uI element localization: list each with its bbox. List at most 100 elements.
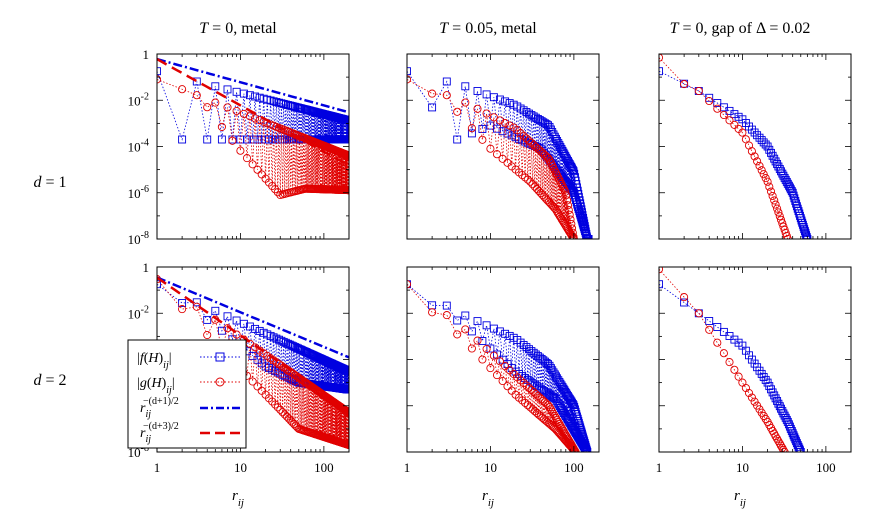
data-point-circle — [694, 86, 703, 96]
data-point-circle — [495, 116, 504, 125]
data-point-circle — [757, 166, 766, 175]
data-point-circle — [407, 75, 412, 84]
data-point-square — [489, 93, 498, 102]
data-point-square — [442, 301, 451, 310]
x-tick-label: 100 — [314, 460, 334, 475]
data-point-circle — [473, 336, 482, 345]
data-point-square — [516, 338, 525, 347]
data-point-square — [473, 87, 482, 95]
data-point-circle — [563, 201, 573, 210]
data-point-circle — [719, 349, 728, 358]
x-ticks — [406, 267, 600, 452]
data-point-circle — [453, 330, 462, 339]
x-ticks — [156, 267, 350, 452]
data-point-circle — [560, 185, 569, 195]
series-2-connector — [659, 268, 785, 452]
data-point-circle — [564, 206, 573, 215]
data-point-circle — [228, 136, 237, 145]
plot-area — [157, 275, 349, 450]
data-point-circle — [530, 182, 539, 191]
data-point-circle — [232, 106, 241, 116]
data-point-circle — [236, 146, 245, 155]
data-point-square — [505, 99, 514, 108]
y-ticks — [407, 266, 599, 453]
data-point-circle — [482, 344, 491, 354]
data-point-square — [713, 323, 722, 331]
data-point-square — [245, 91, 254, 100]
data-point-circle — [498, 154, 507, 163]
data-point-circle — [521, 398, 530, 407]
data-point-circle — [501, 362, 510, 371]
series-1-connector — [659, 70, 808, 239]
data-point-circle — [567, 224, 577, 233]
data-point-square — [579, 213, 588, 222]
data-point-square — [786, 424, 795, 433]
data-point-circle — [553, 171, 562, 180]
data-point-circle — [546, 405, 555, 414]
data-point-circle — [522, 134, 531, 143]
data-point-square — [525, 109, 533, 118]
data-point-square — [800, 225, 809, 234]
data-point-square — [566, 161, 575, 170]
data-point-circle — [705, 325, 714, 334]
x-tick-label: 100 — [816, 460, 836, 475]
panel-2 — [406, 53, 600, 240]
x-ticks — [658, 54, 852, 239]
data-point-circle — [680, 293, 689, 302]
row-label-1: d = 1 — [33, 174, 66, 191]
data-point-circle — [428, 89, 437, 98]
data-point-circle — [773, 204, 782, 213]
data-point-circle — [253, 165, 262, 174]
data-point-square — [574, 419, 583, 428]
data-point-square — [771, 157, 780, 166]
data-point-square — [281, 338, 290, 347]
data-point-square — [576, 425, 585, 434]
data-point-circle — [503, 382, 512, 391]
data-point-square — [790, 194, 799, 203]
data-point-square — [750, 128, 759, 137]
data-point-square — [345, 135, 349, 144]
data-point-square — [345, 385, 349, 394]
data-point-circle — [271, 400, 280, 409]
data-point-circle — [543, 401, 553, 410]
data-point-circle — [217, 122, 226, 131]
data-point-square — [407, 67, 411, 76]
data-point-circle — [478, 135, 487, 144]
x-axis-label-1: rij — [232, 488, 244, 509]
series-1-connector — [659, 283, 802, 452]
data-point-circle — [543, 153, 553, 162]
legend-pl2-label: rij−(d+3)/2 — [140, 421, 179, 445]
x-tick-label: 100 — [564, 460, 584, 475]
data-point-circle — [750, 397, 759, 406]
data-point-circle — [486, 144, 495, 153]
data-point-square — [801, 229, 810, 238]
data-point-circle — [528, 180, 537, 189]
data-point-square — [796, 446, 804, 452]
data-point-circle — [561, 187, 570, 196]
data-point-square — [569, 167, 578, 176]
data-point-square — [575, 421, 584, 430]
series-2-markers — [157, 75, 349, 200]
data-point-circle — [545, 402, 554, 412]
y-ticks — [659, 266, 851, 453]
data-point-square — [789, 431, 798, 440]
data-point-square — [578, 208, 586, 217]
plot-area — [659, 267, 805, 452]
data-point-square — [576, 202, 585, 211]
data-point-circle — [568, 232, 577, 239]
x-tick-label: 1 — [154, 460, 161, 475]
data-point-square — [203, 315, 212, 324]
y-tick-label: 1 — [143, 260, 150, 275]
data-point-square — [792, 199, 801, 208]
data-point-square — [461, 82, 470, 91]
legend: |f(H)ij| |g(H)ij| rij−(d+1)/2 rij−(d+3)/… — [127, 339, 247, 449]
data-point-circle — [747, 147, 756, 156]
data-point-circle — [522, 381, 531, 390]
x-tick-label: 10 — [736, 460, 749, 475]
data-point-circle — [211, 98, 220, 107]
data-point-circle — [559, 184, 568, 193]
data-point-square — [788, 188, 797, 197]
data-point-square — [799, 223, 808, 231]
data-point-circle — [276, 405, 285, 414]
